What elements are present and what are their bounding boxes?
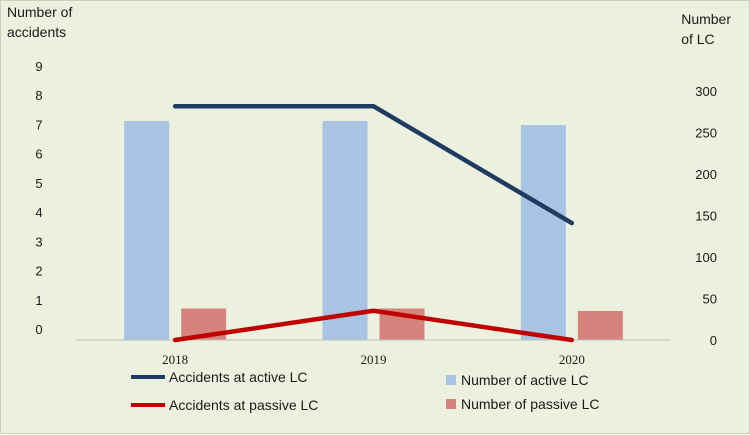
right-axis-tick-label: 250	[695, 126, 717, 141]
x-axis-tick-label: 2018	[162, 352, 188, 367]
left-axis-tick-label: 1	[35, 293, 42, 308]
legend-swatch-active-lc	[446, 375, 456, 385]
x-axis-tick-label: 2019	[361, 352, 387, 367]
x-axis-tick-label: 2020	[559, 352, 585, 367]
right-axis-tick-label: 0	[710, 333, 717, 348]
left-axis-tick-label: 8	[35, 88, 42, 103]
left-axis-title-line1: Number of	[7, 4, 73, 20]
left-axis-tick-label: 4	[35, 205, 42, 220]
legend-swatch-passive-lc	[446, 399, 456, 409]
left-axis-tick-label: 6	[35, 147, 42, 162]
bar-number-of-passive-lc	[577, 310, 623, 340]
left-axis-tick-label: 5	[35, 176, 42, 191]
right-axis-title-line1: Number	[681, 11, 731, 27]
legend-label-active-accidents: Accidents at active LC	[169, 369, 308, 385]
left-axis-title: Number of accidents	[7, 2, 72, 42]
line-accidents-at-active-lc	[172, 103, 575, 226]
legend-item-active-accidents: Accidents at active LC	[131, 369, 308, 385]
left-axis-tick-label: 0	[35, 322, 42, 337]
bar-number-of-active-lc	[520, 125, 566, 340]
right-axis-tick-label: 100	[695, 250, 717, 265]
bar-number-of-active-lc	[124, 120, 170, 340]
left-axis-tick-label: 7	[35, 117, 42, 132]
left-axis-tick-label: 3	[35, 234, 42, 249]
legend-swatch-passive-accidents	[131, 403, 165, 407]
legend-label-passive-lc: Number of passive LC	[461, 396, 600, 412]
line-accidents-at-passive-lc	[172, 308, 575, 343]
bar-number-of-active-lc	[322, 120, 368, 340]
right-axis-tick-label: 200	[695, 167, 717, 182]
right-axis-tick-label: 150	[695, 209, 717, 224]
legend-label-passive-accidents: Accidents at passive LC	[169, 397, 319, 413]
right-axis-title-line2: of LC	[681, 31, 715, 47]
legend-item-passive-lc: Number of passive LC	[446, 396, 600, 412]
legend-item-passive-accidents: Accidents at passive LC	[131, 397, 318, 413]
left-axis-tick-label: 2	[35, 264, 42, 279]
right-axis-tick-label: 50	[703, 292, 717, 307]
left-axis-tick-label: 9	[35, 59, 42, 74]
right-axis-title: Number of LC	[681, 9, 731, 49]
legend-label-active-lc: Number of active LC	[461, 372, 589, 388]
legend-item-active-lc: Number of active LC	[446, 372, 589, 388]
right-axis-tick-label: 300	[695, 84, 717, 99]
left-axis-title-line2: accidents	[7, 24, 67, 40]
legend-swatch-active-accidents	[131, 375, 165, 379]
